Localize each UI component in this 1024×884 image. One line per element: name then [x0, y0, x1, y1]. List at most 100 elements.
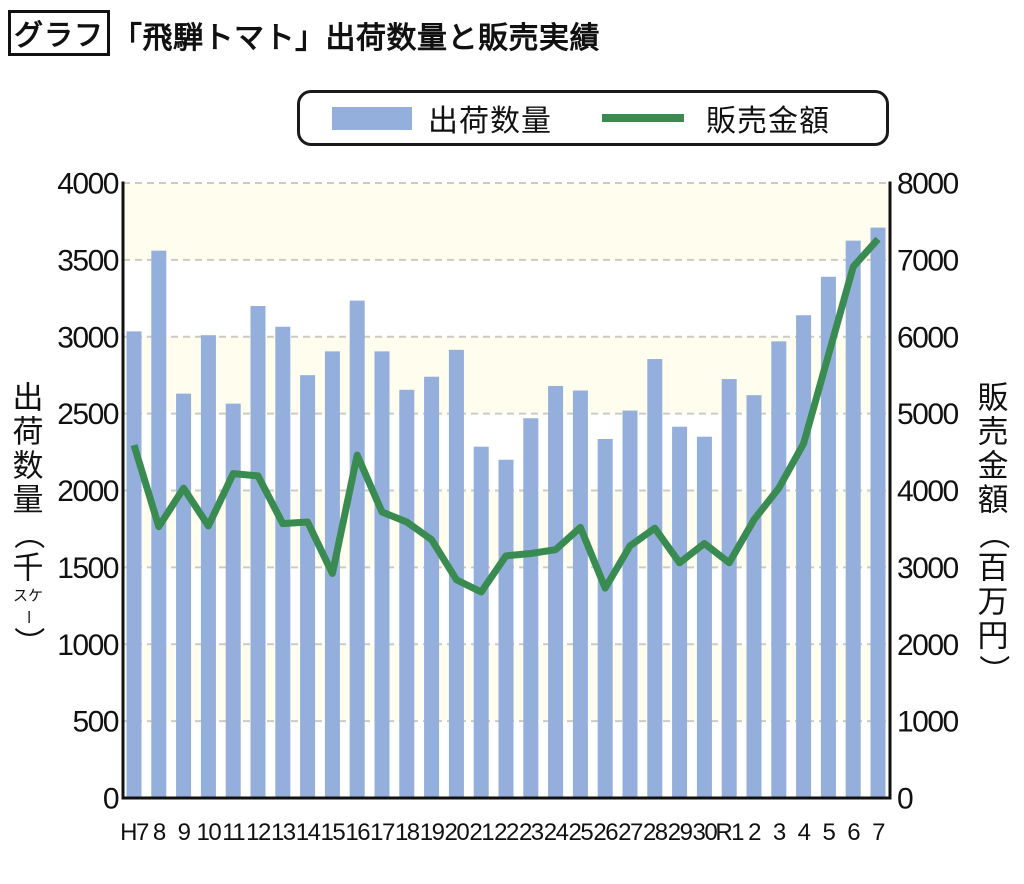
axis-title-char: 荷 [13, 415, 44, 450]
axis-title-char: ） [11, 627, 46, 658]
legend-line-swatch-icon [602, 114, 684, 122]
bar-25 [572, 390, 588, 798]
axis-title-char: 金 [978, 449, 1009, 484]
y-left-tick-2500: 2500 [57, 398, 119, 431]
x-label-10: 10 [197, 819, 222, 846]
y-right-tick-0: 0 [897, 783, 913, 816]
x-label-24: 24 [544, 819, 569, 846]
axis-title-char: ） [976, 655, 1011, 686]
x-label-15: 15 [321, 819, 346, 846]
y-right-tick-3000: 3000 [897, 552, 959, 585]
y-left-tick-2000: 2000 [57, 475, 119, 508]
y-left-tick-3500: 3500 [57, 244, 119, 277]
legend-label-shipment: 出荷数量 [428, 105, 552, 138]
y-left-tick-1500: 1500 [57, 552, 119, 585]
bar-29 [672, 426, 688, 798]
bar-14 [300, 375, 316, 798]
axis-title-char: ケ [28, 588, 43, 605]
legend-label-sales: 販売金額 [706, 105, 830, 138]
x-label-7: 7 [872, 819, 885, 846]
plot-band [123, 183, 890, 260]
bar-23 [523, 418, 539, 798]
y-right-tick-6000: 6000 [897, 321, 959, 354]
graph-tag-box: グラフ [8, 10, 110, 56]
axis-title-char: 万 [978, 585, 1009, 620]
axis-title-char: （ [976, 519, 1011, 550]
x-label-28: 28 [643, 819, 668, 846]
x-label-12: 12 [246, 819, 271, 846]
x-label-30: 30 [693, 819, 718, 846]
legend: 出荷数量 販売金額 [297, 90, 889, 146]
x-label-2: 2 [748, 819, 761, 846]
x-label-H7: H7 [120, 819, 149, 846]
y-left-tick-500: 500 [72, 706, 118, 739]
axis-title-char: 販 [978, 381, 1009, 416]
legend-bar-swatch-icon [332, 106, 412, 130]
x-label-6: 6 [847, 819, 860, 846]
x-label-16: 16 [345, 819, 370, 846]
bar-4 [796, 315, 812, 798]
axis-title-char: 出 [13, 381, 44, 416]
bar-6 [845, 240, 861, 798]
y-left-tick-3000: 3000 [57, 321, 119, 354]
x-label-22: 22 [494, 819, 519, 846]
y-right-tick-8000: 8000 [897, 168, 959, 201]
x-label-29: 29 [668, 819, 693, 846]
bar-2 [746, 395, 762, 798]
axis-title-char: ー [20, 609, 37, 624]
x-label-8: 8 [153, 819, 166, 846]
bar-R1 [721, 379, 737, 798]
x-label-25: 25 [569, 819, 594, 846]
x-label-9: 9 [178, 819, 191, 846]
bar-5 [820, 276, 836, 799]
bar-10 [200, 335, 216, 798]
bar-26 [597, 438, 613, 798]
y-left-tick-0: 0 [103, 783, 119, 816]
bar-12 [250, 306, 266, 798]
bar-21 [473, 446, 489, 798]
bar-17 [374, 351, 390, 798]
y-left-tick-1000: 1000 [57, 629, 119, 662]
axis-title-char: 千 [13, 551, 44, 586]
y-right-tick-5000: 5000 [897, 398, 959, 431]
x-label-4: 4 [798, 819, 811, 846]
bar-30 [696, 436, 712, 798]
axis-title-char: 売 [978, 415, 1009, 450]
axis-title-char: 数 [13, 449, 44, 484]
x-label-14: 14 [296, 819, 321, 846]
x-label-R1: R1 [715, 819, 744, 846]
y-left-tick-4000: 4000 [57, 168, 119, 201]
y-right-tick-7000: 7000 [897, 244, 959, 277]
x-label-3: 3 [773, 819, 786, 846]
bar-11 [225, 403, 241, 798]
x-label-20: 20 [445, 819, 470, 846]
axis-title-char: 額 [978, 483, 1009, 518]
sales-line [130, 236, 881, 596]
page-title: 「飛騨トマト」出荷数量と販売実績 [112, 22, 600, 55]
bar-28 [647, 359, 663, 798]
x-label-21: 21 [469, 819, 494, 846]
axis-title-char: （ [11, 519, 46, 550]
plot-band [123, 259, 890, 337]
bar-7 [870, 227, 886, 798]
y-right-tick-4000: 4000 [897, 475, 959, 508]
bar-9 [176, 393, 192, 798]
bar-16 [349, 300, 365, 798]
y-right-tick-2000: 2000 [897, 629, 959, 662]
x-label-19: 19 [420, 819, 445, 846]
bar-24 [548, 385, 564, 798]
x-label-13: 13 [271, 819, 296, 846]
axis-title-char: 円 [978, 619, 1009, 654]
x-label-5: 5 [822, 819, 835, 846]
x-label-26: 26 [593, 819, 618, 846]
axis-title-char: ス [13, 588, 28, 605]
y-right-tick-1000: 1000 [897, 706, 959, 739]
axis-title-char: 百 [978, 551, 1009, 586]
bar-3 [771, 341, 787, 798]
bar-19 [424, 376, 440, 798]
bar-13 [275, 326, 291, 798]
x-label-11: 11 [222, 819, 245, 846]
x-label-18: 18 [395, 819, 420, 846]
